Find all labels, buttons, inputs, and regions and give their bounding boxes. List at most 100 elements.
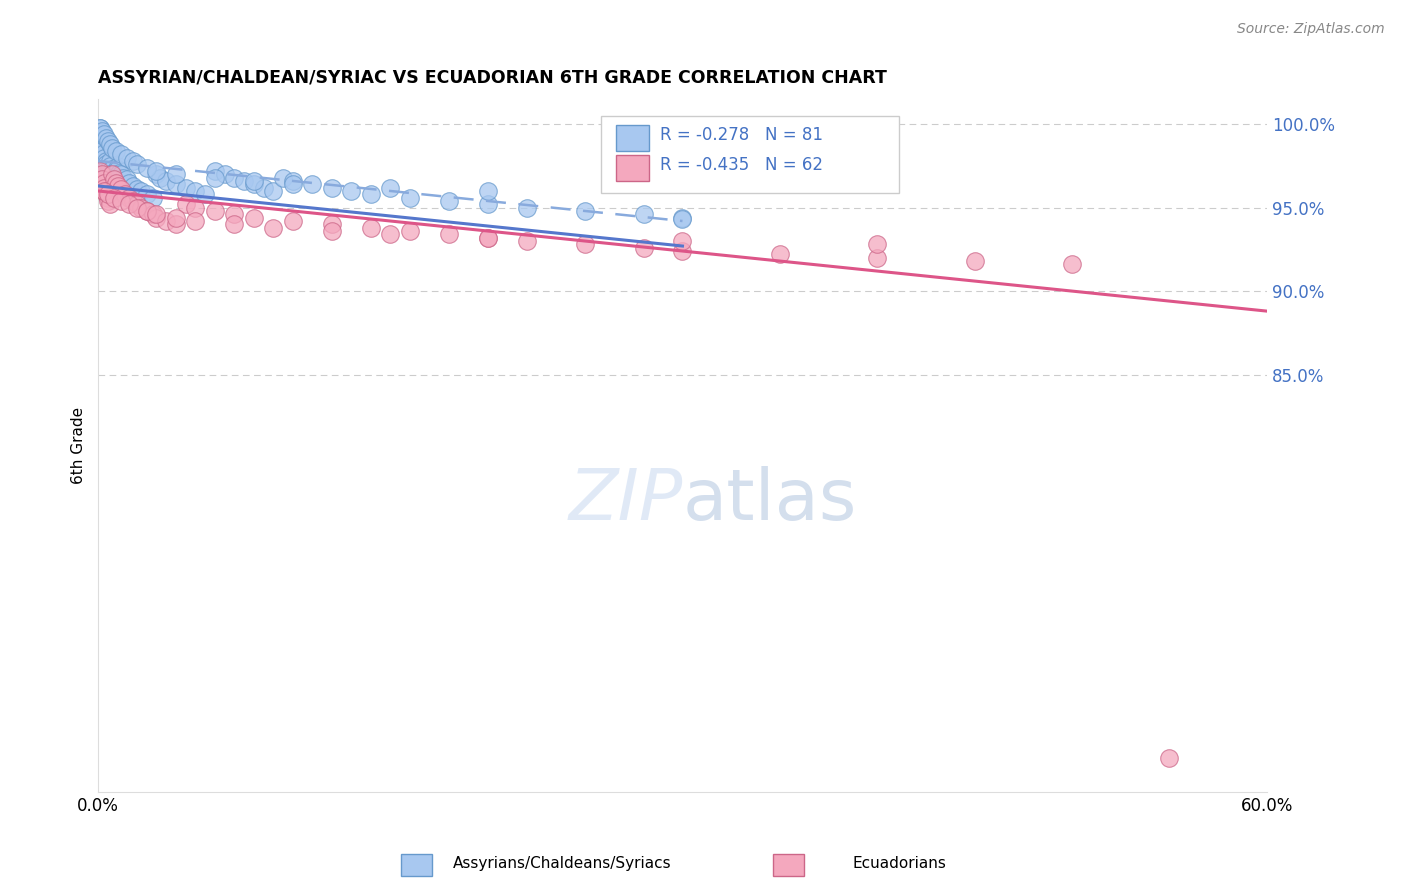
Point (380, 227, 402, 242)
Point (437, 194, 460, 208)
Point (118, 191, 141, 205)
Point (91, 134, 114, 148)
Point (184, 184, 207, 198)
Point (360, 187, 382, 202)
Point (477, 184, 499, 198)
Point (94, 130, 117, 145)
Point (963, 254, 986, 268)
Point (1062, 257, 1084, 271)
Point (866, 251, 889, 265)
Point (91, 124, 114, 138)
Point (262, 184, 284, 198)
Point (110, 147, 132, 161)
Point (243, 174, 266, 188)
FancyBboxPatch shape (600, 117, 898, 193)
Point (125, 157, 148, 171)
Point (224, 170, 246, 185)
Point (516, 234, 538, 248)
Point (98, 159, 121, 173)
Point (477, 197, 499, 211)
Point (671, 234, 693, 248)
Text: Source: ZipAtlas.com: Source: ZipAtlas.com (1237, 22, 1385, 37)
Point (108, 166, 131, 180)
Point (97, 194, 120, 208)
Point (165, 211, 187, 225)
Point (100, 162, 122, 177)
Point (149, 170, 172, 185)
Point (145, 167, 167, 181)
Point (671, 211, 693, 225)
Point (103, 170, 125, 185)
Point (117, 172, 139, 186)
Point (117, 151, 139, 165)
Point (224, 218, 246, 232)
Point (233, 174, 256, 188)
Point (93, 127, 115, 141)
Point (262, 220, 284, 235)
Point (103, 172, 125, 186)
Point (204, 170, 226, 185)
Point (103, 191, 125, 205)
Text: atlas: atlas (682, 467, 856, 535)
Point (437, 227, 460, 242)
Point (155, 174, 177, 188)
Point (91, 167, 114, 181)
Point (94, 157, 117, 171)
Point (93, 180, 115, 194)
Point (633, 241, 655, 255)
Point (155, 214, 177, 228)
Text: Assyrians/Chaldeans/Syriacs: Assyrians/Chaldeans/Syriacs (453, 856, 672, 871)
Point (107, 159, 129, 173)
Text: ASSYRIAN/CHALDEAN/SYRIAC VS ECUADORIAN 6TH GRADE CORRELATION CHART: ASSYRIAN/CHALDEAN/SYRIAC VS ECUADORIAN 6… (98, 69, 887, 87)
Point (135, 204, 157, 219)
Point (174, 197, 197, 211)
Point (98, 137, 121, 152)
Point (477, 230, 499, 244)
Point (91, 172, 114, 186)
Point (184, 214, 207, 228)
Point (1159, 751, 1181, 765)
Point (204, 204, 226, 219)
Point (165, 167, 187, 181)
Point (100, 166, 122, 180)
Point (114, 187, 136, 202)
Point (165, 218, 187, 232)
Point (97, 170, 120, 185)
Point (107, 162, 129, 177)
Point (89, 164, 111, 178)
FancyBboxPatch shape (616, 125, 648, 151)
Point (145, 211, 167, 225)
Point (184, 201, 207, 215)
Point (94, 187, 117, 202)
Point (574, 204, 596, 219)
Point (174, 180, 197, 194)
Point (118, 176, 141, 190)
Point (321, 218, 343, 232)
Point (145, 164, 167, 178)
Point (243, 211, 266, 225)
Point (243, 178, 266, 192)
Point (253, 180, 276, 194)
Point (110, 182, 132, 196)
Point (93, 145, 115, 160)
Point (633, 207, 655, 221)
Text: Ecuadorians: Ecuadorians (853, 856, 946, 871)
Point (91, 139, 114, 153)
Point (321, 224, 343, 238)
Point (769, 247, 792, 261)
Point (89, 120, 111, 135)
Point (360, 220, 382, 235)
Point (98, 153, 121, 168)
Point (112, 170, 135, 185)
Point (122, 153, 145, 168)
Point (321, 180, 343, 194)
Point (135, 187, 157, 202)
Point (97, 164, 120, 178)
Point (142, 191, 165, 205)
Point (281, 178, 304, 192)
Point (301, 178, 323, 192)
FancyBboxPatch shape (616, 154, 648, 181)
Point (94, 162, 117, 177)
Point (91, 128, 114, 143)
Point (204, 164, 226, 178)
